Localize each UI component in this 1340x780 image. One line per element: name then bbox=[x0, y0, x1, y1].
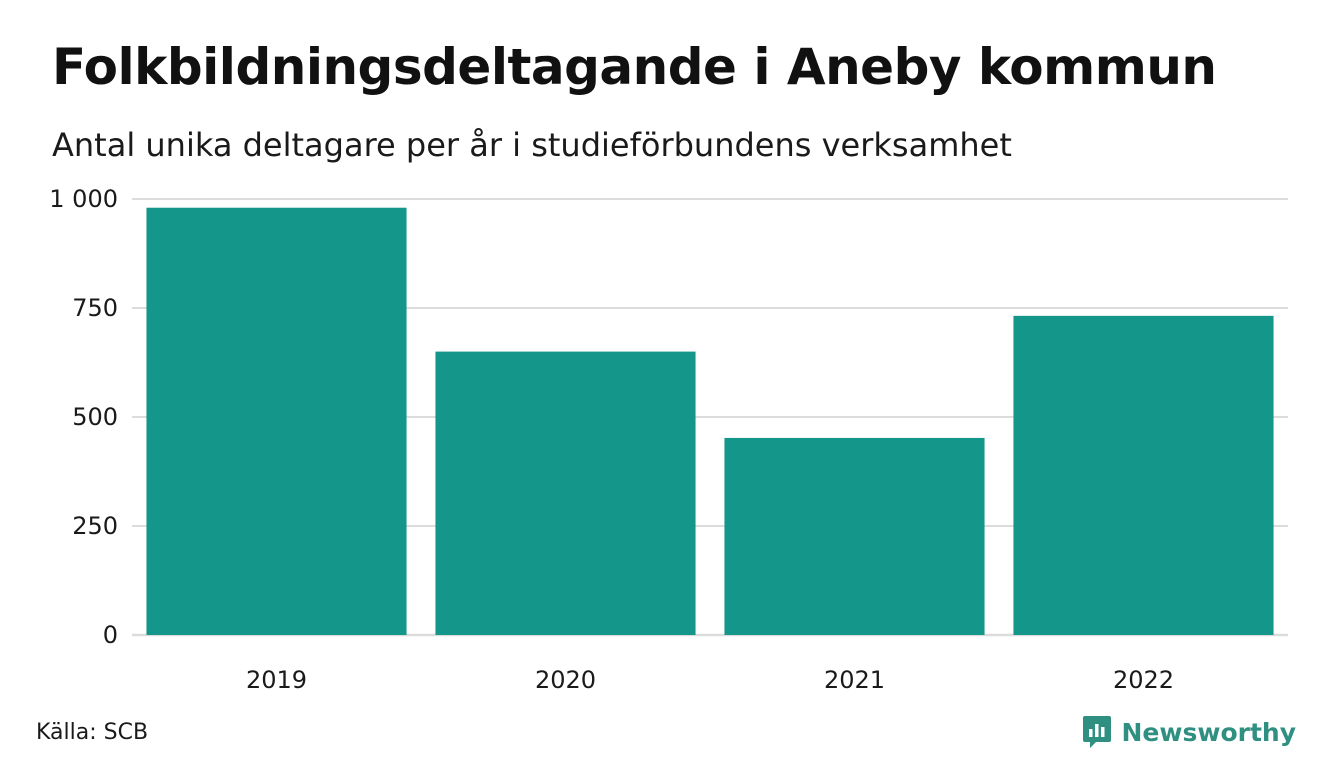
brand-name: Newsworthy bbox=[1121, 717, 1297, 747]
y-axis-ticks: 0 250 500 750 1 000 bbox=[49, 185, 118, 649]
bar-2021 bbox=[724, 437, 985, 635]
chart-title: Folkbildningsdeltagande i Aneby kommun bbox=[52, 38, 1217, 96]
y-tick-label: 250 bbox=[72, 512, 118, 540]
bar-2020 bbox=[435, 351, 696, 635]
brand-logo: Newsworthy bbox=[1082, 714, 1297, 750]
newsworthy-logo-icon bbox=[1082, 716, 1111, 748]
y-tick-label: 500 bbox=[72, 403, 118, 431]
source-note: Källa: SCB bbox=[36, 720, 149, 745]
bar-2019 bbox=[146, 207, 407, 635]
x-tick-label: 2021 bbox=[824, 666, 885, 694]
chart-subtitle: Antal unika deltagare per år i studieför… bbox=[52, 126, 1012, 164]
bar-2022 bbox=[1013, 315, 1274, 635]
x-tick-label: 2022 bbox=[1113, 666, 1174, 694]
x-tick-label: 2019 bbox=[246, 666, 307, 694]
x-tick-label: 2020 bbox=[535, 666, 596, 694]
y-tick-label: 0 bbox=[103, 621, 118, 649]
y-tick-label: 750 bbox=[72, 294, 118, 322]
x-axis-ticks: 2019 2020 2021 2022 bbox=[246, 666, 1174, 694]
y-tick-label: 1 000 bbox=[49, 185, 118, 213]
bars bbox=[146, 207, 1274, 635]
